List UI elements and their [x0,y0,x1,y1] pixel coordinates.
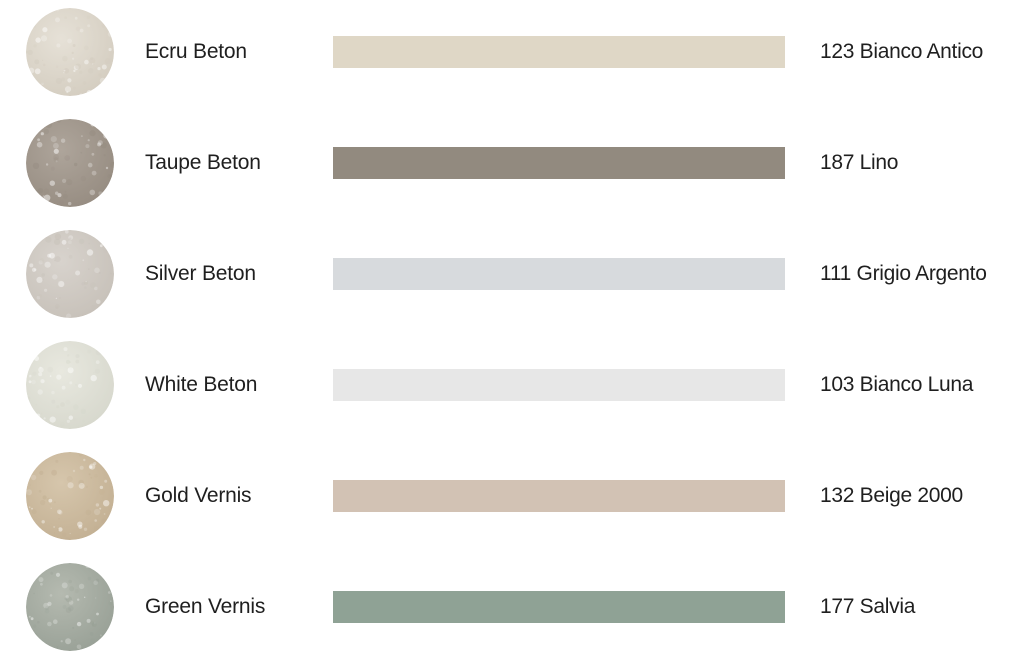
color-row-ecru-beton: Ecru Beton 123 Bianco Antico [0,0,1012,100]
tile-name: Taupe Beton [145,151,261,174]
color-row-gold-vernis: Gold Vernis 132 Beige 2000 [0,444,1012,544]
grout-color-bar [333,369,785,401]
grout-color-bar [333,258,785,290]
grout-color-bar [333,147,785,179]
grout-color-bar [333,591,785,623]
color-row-silver-beton: Silver Beton 111 Grigio Argento [0,222,1012,322]
color-row-green-vernis: Green Vernis 177 Salvia [0,555,1012,655]
swatch-gold-vernis [26,452,114,540]
color-row-taupe-beton: Taupe Beton 187 Lino [0,111,1012,211]
grout-code: 103 Bianco Luna [820,373,974,396]
tile-name: White Beton [145,373,258,396]
swatch-ecru-beton [26,8,114,96]
grout-code: 177 Salvia [820,595,916,618]
color-row-white-beton: White Beton 103 Bianco Luna [0,333,1012,433]
grout-color-bar [333,480,785,512]
tile-name: Green Vernis [145,595,266,618]
swatch-white-beton [26,341,114,429]
grout-code: 123 Bianco Antico [820,40,984,63]
tile-name: Gold Vernis [145,484,252,507]
grout-color-bar [333,36,785,68]
swatch-green-vernis [26,563,114,651]
swatch-taupe-beton [26,119,114,207]
grout-code: 132 Beige 2000 [820,484,963,507]
swatch-silver-beton [26,230,114,318]
tile-name: Silver Beton [145,262,256,285]
grout-code: 187 Lino [820,151,899,174]
grout-code: 111 Grigio Argento [820,262,987,285]
tile-name: Ecru Beton [145,40,247,63]
